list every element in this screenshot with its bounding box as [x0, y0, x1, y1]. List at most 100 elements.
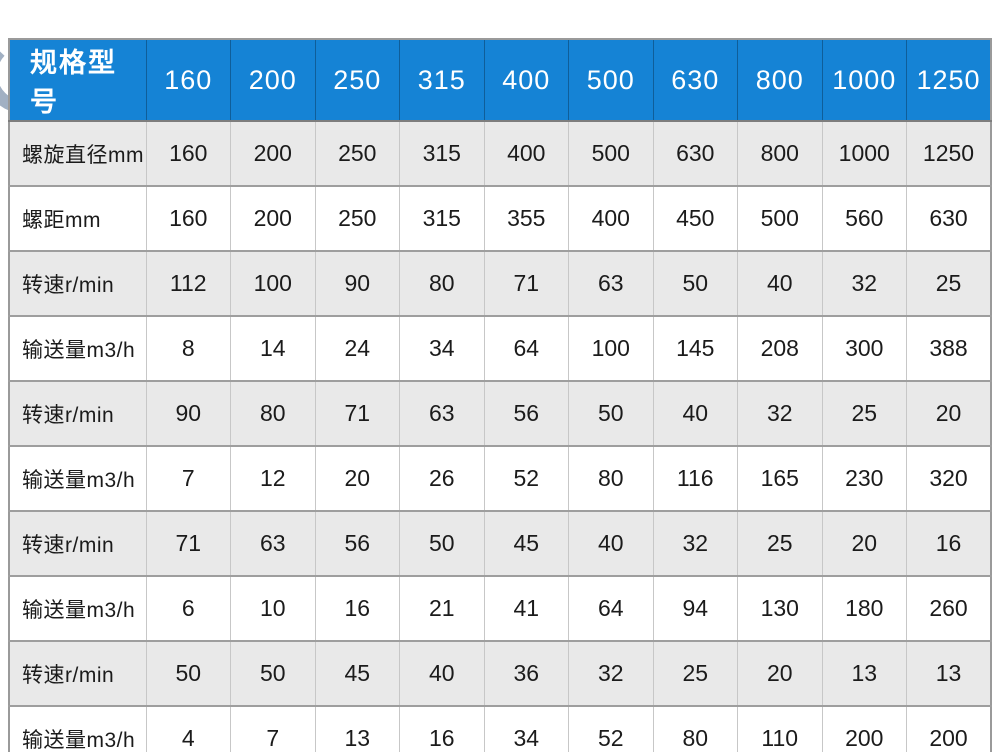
- data-cell: 110: [737, 705, 822, 752]
- data-cell: 64: [483, 315, 569, 381]
- data-cell: 300: [821, 315, 907, 381]
- table-row: 转速r/min 112 100 90 80 71 63 50 40 32 25: [9, 250, 991, 316]
- data-cell: 388: [906, 315, 991, 381]
- row-label-cell: 转速r/min: [9, 250, 146, 316]
- data-cell: 32: [737, 380, 822, 446]
- header-cell: 630: [652, 39, 738, 122]
- data-cell: 25: [652, 640, 738, 706]
- data-cell: 16: [906, 510, 991, 576]
- data-cell: 71: [483, 250, 569, 316]
- data-cell: 94: [652, 575, 738, 641]
- data-cell: 50: [145, 640, 231, 706]
- data-cell: 90: [145, 380, 231, 446]
- header-cell: 1250: [906, 39, 991, 122]
- table-row: 输送量m3/h 6 10 16 21 41 64 94 130 180 260: [9, 575, 991, 641]
- data-cell: 4: [145, 705, 231, 752]
- data-cell: 80: [399, 250, 484, 316]
- data-cell: 34: [483, 705, 569, 752]
- data-cell: 25: [906, 250, 991, 316]
- data-cell: 32: [821, 250, 907, 316]
- data-cell: 63: [399, 380, 484, 446]
- data-cell: 500: [737, 185, 822, 251]
- data-cell: 50: [652, 250, 738, 316]
- data-cell: 320: [906, 445, 991, 511]
- data-cell: 56: [483, 380, 569, 446]
- data-cell: 100: [568, 315, 653, 381]
- data-cell: 165: [737, 445, 822, 511]
- data-cell: 32: [568, 640, 653, 706]
- data-cell: 355: [483, 185, 569, 251]
- data-cell: 14: [230, 315, 315, 381]
- header-cell: 1000: [821, 39, 907, 122]
- data-cell: 32: [652, 510, 738, 576]
- row-label-cell: 输送量m3/h: [9, 705, 146, 752]
- data-cell: 315: [399, 120, 484, 186]
- data-cell: 52: [568, 705, 653, 752]
- data-cell: 45: [314, 640, 400, 706]
- data-cell: 560: [821, 185, 907, 251]
- data-cell: 200: [906, 705, 991, 752]
- data-cell: 180: [821, 575, 907, 641]
- data-cell: 10: [230, 575, 315, 641]
- data-cell: 63: [230, 510, 315, 576]
- data-cell: 7: [145, 445, 231, 511]
- data-cell: 24: [314, 315, 400, 381]
- data-cell: 112: [145, 250, 231, 316]
- header-cell: 400: [483, 39, 569, 122]
- data-cell: 260: [906, 575, 991, 641]
- row-label-cell: 螺旋直径mm: [9, 120, 146, 186]
- data-cell: 1000: [821, 120, 907, 186]
- data-cell: 71: [145, 510, 231, 576]
- table-row: 转速r/min 90 80 71 63 56 50 40 32 25 20: [9, 380, 991, 446]
- table-body: 螺旋直径mm 160 200 250 315 400 500 630 800 1000 1250 螺距…: [9, 120, 991, 752]
- data-cell: 40: [399, 640, 484, 706]
- data-cell: 12: [230, 445, 315, 511]
- data-cell: 80: [652, 705, 738, 752]
- data-cell: 40: [568, 510, 653, 576]
- data-cell: 16: [314, 575, 400, 641]
- data-cell: 64: [568, 575, 653, 641]
- data-cell: 400: [483, 120, 569, 186]
- data-cell: 20: [314, 445, 400, 511]
- row-label-cell: 转速r/min: [9, 640, 146, 706]
- data-cell: 20: [737, 640, 822, 706]
- data-cell: 56: [314, 510, 400, 576]
- table-row: 转速r/min 50 50 45 40 36 32 25 20 13 13: [9, 640, 991, 706]
- data-cell: 25: [821, 380, 907, 446]
- data-cell: 450: [652, 185, 738, 251]
- data-cell: 230: [821, 445, 907, 511]
- data-cell: 90: [314, 250, 400, 316]
- table-head: 规格型号 160 200 250 315 400 500 630 800 1000 1250: [9, 39, 991, 122]
- data-cell: 7: [230, 705, 315, 752]
- data-cell: 25: [737, 510, 822, 576]
- header-cell: 160: [145, 39, 231, 122]
- data-cell: 50: [399, 510, 484, 576]
- row-label-cell: 转速r/min: [9, 380, 146, 446]
- table-row: 转速r/min 71 63 56 50 45 40 32 25 20 16: [9, 510, 991, 576]
- data-cell: 26: [399, 445, 484, 511]
- data-cell: 40: [652, 380, 738, 446]
- data-cell: 13: [821, 640, 907, 706]
- header-cell: 250: [314, 39, 400, 122]
- data-cell: 500: [568, 120, 653, 186]
- header-cell: 500: [568, 39, 653, 122]
- spec-table: 规格型号 160 200 250 315 400 500 630 800 1000 1250 螺旋直…: [8, 38, 992, 752]
- data-cell: 40: [737, 250, 822, 316]
- data-cell: 100: [230, 250, 315, 316]
- data-cell: 71: [314, 380, 400, 446]
- data-cell: 13: [314, 705, 400, 752]
- row-label-cell: 输送量m3/h: [9, 575, 146, 641]
- header-row: 规格型号 160 200 250 315 400 500 630 800 1000 1250: [9, 39, 991, 122]
- row-label-cell: 输送量m3/h: [9, 315, 146, 381]
- data-cell: 8: [145, 315, 231, 381]
- data-cell: 200: [230, 185, 315, 251]
- data-cell: 160: [145, 120, 231, 186]
- data-cell: 250: [314, 120, 400, 186]
- data-cell: 400: [568, 185, 653, 251]
- row-label-cell: 转速r/min: [9, 510, 146, 576]
- data-cell: 6: [145, 575, 231, 641]
- data-cell: 41: [483, 575, 569, 641]
- header-label-cell: 规格型号: [9, 39, 146, 122]
- header-cell: 800: [737, 39, 822, 122]
